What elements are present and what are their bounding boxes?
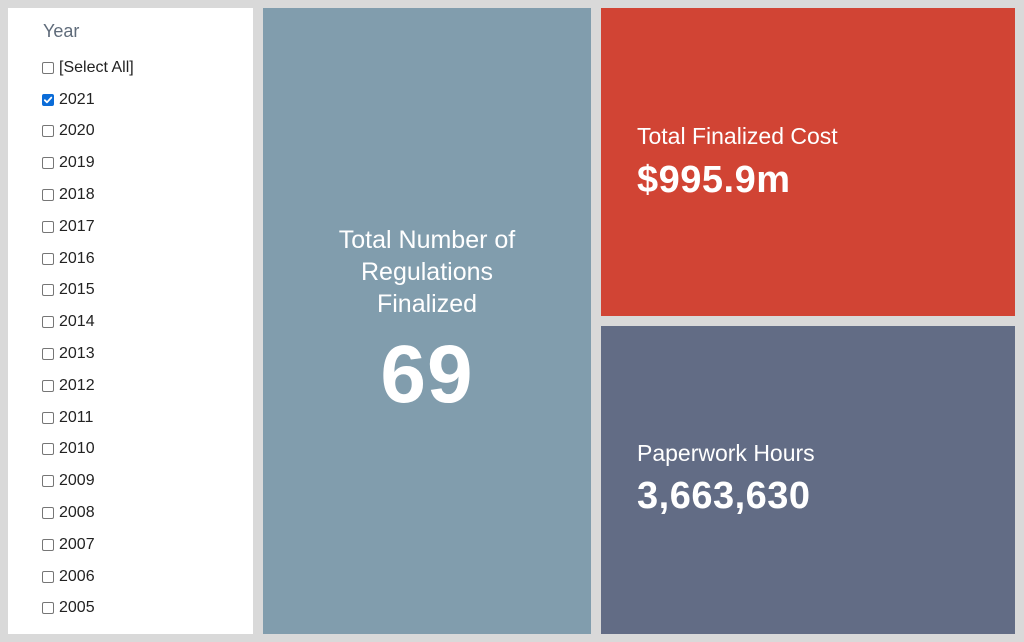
year-option-2005[interactable]: 2005 [42,593,253,625]
year-option-label: 2009 [59,472,95,490]
paperwork-hours-tile: Paperwork Hours 3,663,630 [601,326,1015,634]
year-option-2017[interactable]: 2017 [42,211,253,243]
checkbox-unchecked-icon[interactable] [42,61,54,74]
checkbox-unchecked-icon[interactable] [42,570,54,583]
checkbox-unchecked-icon[interactable] [42,538,54,551]
checkbox-unchecked-icon[interactable] [42,507,54,520]
checkbox-unchecked-icon[interactable] [42,602,54,615]
year-option-label: 2018 [59,186,95,204]
year-option-label: 2020 [59,122,95,140]
checkbox-unchecked-icon[interactable] [42,443,54,456]
year-option-2009[interactable]: 2009 [42,465,253,497]
year-option-label: 2021 [59,90,95,108]
checkbox-unchecked-icon[interactable] [42,220,54,233]
checkbox-unchecked-icon[interactable] [42,348,54,361]
checkbox-unchecked-icon[interactable] [42,284,54,297]
year-option-label: 2005 [59,599,95,617]
paperwork-hours-value: 3,663,630 [637,475,811,517]
checkbox-checked-icon[interactable] [42,93,54,106]
year-option-2021[interactable]: 2021 [42,84,253,116]
regulations-count-value: 69 [380,329,474,420]
year-option-2014[interactable]: 2014 [42,306,253,338]
year-option-2020[interactable]: 2020 [42,116,253,148]
checkbox-unchecked-icon[interactable] [42,411,54,424]
year-option-label: 2011 [59,408,94,426]
year-list: [Select All] 2021 2020 2019 2018 2017 2016 2015… [42,52,253,624]
year-option-2013[interactable]: 2013 [42,338,253,370]
year-option-label: 2006 [59,567,95,585]
finalized-cost-label: Total Finalized Cost [637,123,838,149]
year-option-label: 2016 [59,249,95,267]
finalized-cost-tile: Total Finalized Cost $995.9m [601,8,1015,316]
checkbox-unchecked-icon[interactable] [42,475,54,488]
year-option-label: 2014 [59,313,95,331]
checkbox-unchecked-icon[interactable] [42,157,54,170]
year-option-label: 2013 [59,345,95,363]
year-option-label: 2017 [59,217,95,235]
year-option-2012[interactable]: 2012 [42,370,253,402]
year-option-label: 2008 [59,504,95,522]
year-option-2007[interactable]: 2007 [42,529,253,561]
checkbox-unchecked-icon[interactable] [42,316,54,329]
year-option-label: 2010 [59,440,95,458]
filter-title: Year [43,21,80,41]
checkbox-unchecked-icon[interactable] [42,379,54,392]
year-option-2006[interactable]: 2006 [42,561,253,593]
year-option-label: 2015 [59,281,95,299]
year-option-2010[interactable]: 2010 [42,434,253,466]
regulations-count-tile: Total Number of Regulations Finalized 69 [263,8,591,634]
finalized-cost-value: $995.9m [637,159,791,201]
paperwork-hours-label: Paperwork Hours [637,440,815,466]
year-option-label: 2019 [59,154,95,172]
checkbox-unchecked-icon[interactable] [42,252,54,265]
year-option-2008[interactable]: 2008 [42,497,253,529]
year-option-2011[interactable]: 2011 [42,402,253,434]
regulations-count-label: Total Number of Regulations Finalized [338,226,516,318]
year-option-2018[interactable]: 2018 [42,179,253,211]
checkbox-unchecked-icon[interactable] [42,189,54,202]
year-option-2019[interactable]: 2019 [42,147,253,179]
year-option-label: 2007 [59,535,95,553]
year-option-2016[interactable]: 2016 [42,243,253,275]
year-filter-panel: Year [Select All] 2021 2020 2019 2018 2017 201… [8,8,253,634]
year-option-2015[interactable]: 2015 [42,275,253,307]
year-option-label: 2012 [59,376,95,394]
year-option-select-all[interactable]: [Select All] [42,52,253,84]
year-option-label: [Select All] [59,58,134,76]
checkbox-unchecked-icon[interactable] [42,125,54,138]
